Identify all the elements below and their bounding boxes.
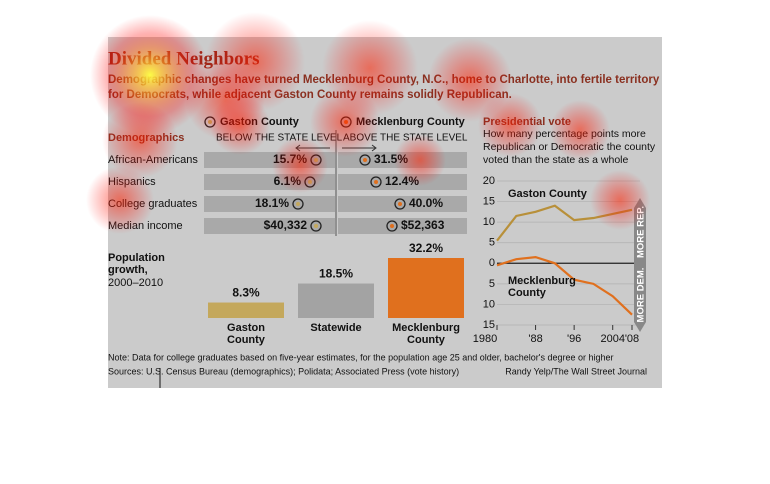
bar bbox=[208, 302, 284, 318]
marker-icon bbox=[398, 202, 402, 206]
y-tick-label: 20 bbox=[483, 175, 495, 187]
x-tick-label: Gaston County bbox=[227, 322, 265, 346]
series-label: Mecklenburg County bbox=[508, 275, 576, 299]
chart-title: growth, bbox=[108, 264, 148, 276]
chart-subtitle: 2000–2010 bbox=[108, 277, 163, 289]
row-band bbox=[338, 218, 467, 234]
y-tick-label: 0 bbox=[489, 257, 495, 269]
cell: $52,363 bbox=[401, 218, 445, 232]
row-label: Median income bbox=[108, 220, 183, 232]
marker-icon bbox=[374, 180, 378, 184]
cell: 31.5% bbox=[374, 152, 408, 166]
cell: $40,332 bbox=[264, 218, 308, 232]
x-tick-label: 1980 bbox=[473, 333, 497, 345]
row-label: Hispanics bbox=[108, 176, 156, 188]
chart-subtitle: How many percentage points more bbox=[483, 128, 646, 140]
value-label: 32.2% bbox=[409, 241, 443, 255]
subtitle: Demographic changes have turned Mecklenb… bbox=[108, 74, 660, 86]
y-tick-label: 5 bbox=[489, 237, 495, 249]
bar bbox=[298, 283, 374, 318]
marker-icon bbox=[394, 198, 406, 210]
subtitle: for Democrats, while adjacent Gaston Cou… bbox=[108, 89, 512, 101]
y-tick-label: 15 bbox=[483, 319, 495, 331]
marker-icon bbox=[296, 202, 300, 206]
note: Note: Data for college graduates based o… bbox=[108, 352, 614, 362]
y-tick-label: 15 bbox=[483, 195, 495, 207]
annotation: MORE REP. bbox=[636, 206, 647, 258]
row-band bbox=[204, 218, 335, 234]
marker-icon bbox=[308, 180, 312, 184]
row-band bbox=[338, 196, 467, 212]
marker-icon bbox=[386, 220, 398, 232]
row-label: College graduates bbox=[108, 198, 198, 210]
x-tick-label: Mecklenburg County bbox=[392, 322, 460, 346]
column-note: ABOVE THE STATE LEVEL bbox=[343, 133, 468, 144]
annotation: MORE DEM. bbox=[636, 268, 647, 323]
line bbox=[496, 255, 633, 316]
title: Divided Neighbors bbox=[108, 48, 260, 69]
y-tick-label: 10 bbox=[483, 298, 495, 310]
x-tick-label: 2004 bbox=[600, 333, 624, 345]
row-band bbox=[204, 196, 335, 212]
y-tick-label: 5 bbox=[489, 278, 495, 290]
bar bbox=[388, 258, 464, 318]
cell: 18.1% bbox=[255, 196, 289, 210]
marker-icon bbox=[363, 158, 367, 162]
chart-title: Presidential vote bbox=[483, 116, 571, 128]
cell: 12.4% bbox=[385, 174, 419, 188]
cell: 6.1% bbox=[274, 174, 302, 188]
marker-icon bbox=[390, 224, 394, 228]
x-tick-label: '08 bbox=[625, 333, 639, 345]
chart-subtitle: Republican or Democratic the county bbox=[483, 141, 656, 153]
marker-icon bbox=[208, 120, 212, 124]
row-label: African-Americans bbox=[108, 154, 198, 166]
column-header: Gaston County bbox=[220, 116, 300, 128]
x-tick-label: '96 bbox=[567, 333, 581, 345]
side-arrow bbox=[634, 198, 646, 332]
y-tick-label: 10 bbox=[483, 216, 495, 228]
series-label: Gaston County bbox=[508, 188, 588, 200]
credit: Randy Yelp/The Wall Street Journal bbox=[505, 366, 647, 376]
marker-icon bbox=[370, 176, 382, 188]
marker-icon bbox=[344, 120, 348, 124]
value-label: 8.3% bbox=[232, 286, 260, 300]
chart-title: Population bbox=[108, 252, 165, 264]
x-tick-label: Statewide bbox=[310, 322, 362, 334]
cell: 15.7% bbox=[273, 152, 307, 166]
chart-subtitle: voted than the state as a whole bbox=[483, 154, 629, 166]
column-note: BELOW THE STATE LEVEL bbox=[216, 133, 343, 144]
marker-icon bbox=[310, 220, 322, 232]
note: Sources: U.S. Census Bureau (demographic… bbox=[108, 366, 459, 376]
column-header: Mecklenburg County bbox=[356, 116, 466, 128]
value-label: 18.5% bbox=[319, 267, 353, 281]
marker-icon bbox=[292, 198, 304, 210]
cell: 40.0% bbox=[409, 196, 443, 210]
x-tick-label: '88 bbox=[528, 333, 542, 345]
marker-icon bbox=[314, 224, 318, 228]
table-title: Demographics bbox=[108, 132, 184, 144]
marker-icon bbox=[314, 158, 318, 162]
